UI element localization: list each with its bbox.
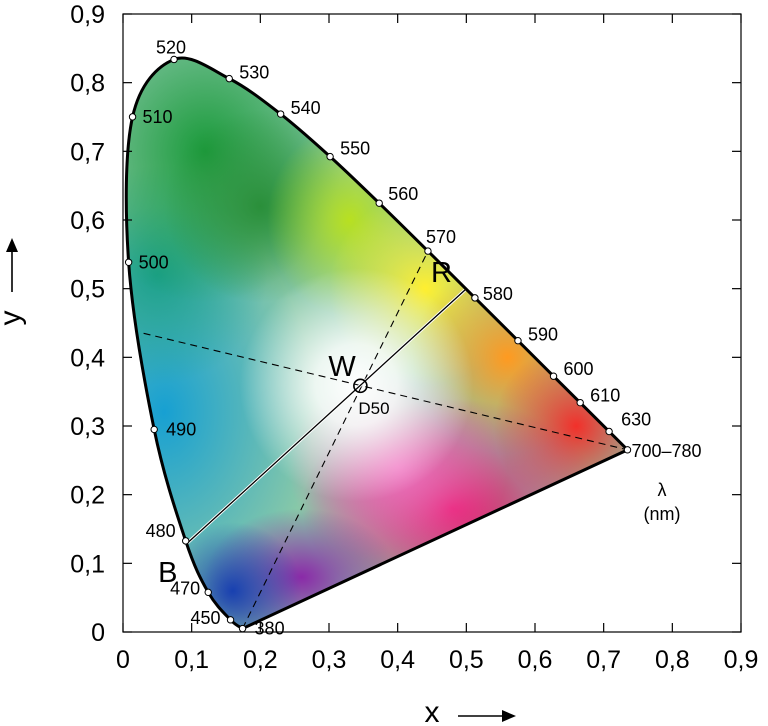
wavelength-label: 550 [340,139,370,159]
locus-point [170,55,178,64]
y-tick-label: 0,3 [70,413,105,441]
locus-point [576,398,584,407]
locus-point [276,110,285,118]
white-point-name: D50 [358,399,389,418]
red-marker-letter: R [431,257,452,289]
plot-frame [122,13,742,633]
wavelength-label: 590 [528,325,558,345]
y-axis-title: y [0,238,27,326]
locus-point [623,446,632,454]
x-tick-label: 0,5 [449,646,484,674]
locus-point [549,372,558,380]
x-axis-label: x [425,696,440,726]
wavelength-label: 510 [143,107,173,127]
x-tick-label: 0,6 [518,646,553,674]
y-tick-label: 0 [91,619,105,647]
wavelength-label: 500 [139,252,169,272]
axis-ticks [122,13,742,633]
locus-point [471,294,479,302]
locus-point [204,588,212,597]
locus-point [226,616,235,624]
wavelength-label: 630 [621,409,651,429]
wavelength-label: 700–780 [631,441,701,461]
y-axis-label: y [0,311,27,326]
locus-point [128,113,137,121]
wavelength-label: 530 [239,63,269,83]
x-tick-label: 0,9 [724,646,759,674]
wavelength-label: 480 [146,521,176,541]
locus-point [514,337,522,345]
spectral-locus-points [124,55,632,633]
locus-point [238,624,247,633]
x-axis-title: x [425,696,516,726]
wavelength-label: 490 [166,419,196,439]
locus-point [181,537,190,545]
locus-point [424,247,432,255]
x-axis-arrow-icon [458,710,516,722]
solid-line [185,289,466,545]
locus-point [225,74,233,83]
wavelength-label: 520 [156,37,186,57]
white-point-marker [353,378,368,394]
white-point-letter: W [328,351,356,383]
wavelength-label: 570 [426,227,456,247]
wavelength-label: 580 [483,284,513,304]
locus-point [375,199,383,207]
wavelength-label: 380 [255,619,285,639]
wavelength-label: 600 [564,359,594,379]
wavelength-symbol: λ [658,480,667,500]
y-tick-label: 0,6 [70,207,105,235]
y-tick-label: 0,1 [70,550,105,578]
wavelength-unit: (nm) [644,504,681,524]
x-tick-label: 0,2 [243,646,278,674]
x-tick-label: 0,3 [312,646,347,674]
reference-lines [143,250,628,629]
y-tick-label: 0,5 [70,276,105,304]
y-tick-label: 0,9 [70,1,105,29]
locus-point [150,425,158,434]
dashed-line [143,332,628,451]
y-tick-label: 0,2 [70,482,105,510]
wavelength-label: 540 [291,98,321,118]
x-tick-label: 0,4 [380,646,415,674]
wavelength-label: 610 [590,386,620,406]
wavelength-label: 470 [170,578,200,598]
x-tick-label: 0 [116,646,130,674]
locus-point [605,427,613,436]
y-tick-label: 0,8 [70,70,105,98]
axis-tick-labels: 0 0,1 0,2 0,3 0,4 0,5 0,6 0,7 0,8 0,9 0 0,1 0,2 0,3 0,… [70,1,758,674]
x-tick-label: 0,7 [586,646,621,674]
dashed-line [242,250,429,629]
wavelength-labels: 380 450 470 480 490 500 510 520 530 540 550 560 570 5… [139,37,702,638]
wavelength-label: 450 [190,608,220,628]
wavelength-label: 560 [388,184,418,204]
y-tick-label: 0,7 [70,138,105,166]
locus-point [124,258,133,266]
spectral-locus-outline [124,56,629,631]
x-tick-label: 0,1 [174,646,209,674]
chromaticity-color-fill [126,58,628,629]
y-axis-arrow-icon [6,238,18,292]
y-tick-label: 0,4 [70,344,105,372]
locus-point [326,152,334,161]
blue-marker-letter: B [158,557,177,589]
x-tick-label: 0,8 [655,646,690,674]
